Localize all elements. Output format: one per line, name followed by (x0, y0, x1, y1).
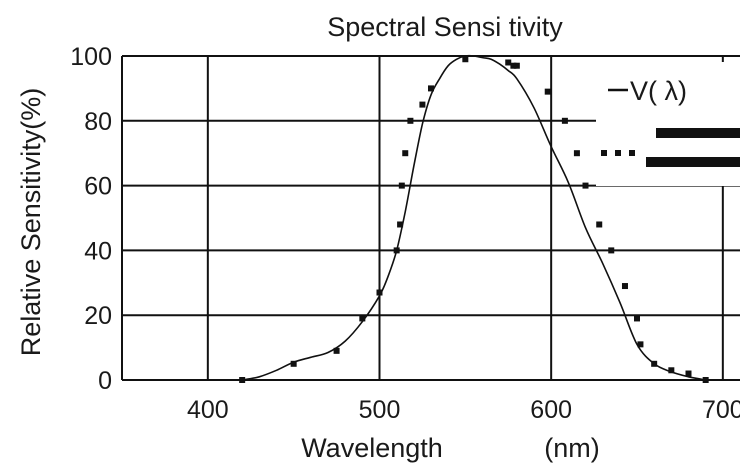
dotted-series-point-3 (359, 315, 366, 322)
y-tick-80: 80 (84, 108, 112, 136)
dotted-series-point-5 (393, 247, 400, 254)
y-tick-60: 60 (84, 173, 112, 201)
dotted-series-point-1 (290, 360, 297, 367)
x-tick-500: 500 (359, 396, 401, 424)
y-tick-0: 0 (98, 367, 112, 395)
dotted-series-point-24 (637, 341, 644, 348)
x-tick-400: 400 (187, 396, 229, 424)
dotted-series-point-9 (407, 117, 414, 124)
chart-title: Spectral Sensi tivity (327, 12, 563, 42)
legend-dot-2 (615, 150, 621, 156)
dotted-series-point-11 (428, 85, 434, 92)
dotted-series-point-12 (462, 56, 469, 63)
dotted-series-point-23 (634, 315, 640, 322)
series-line-v-lambda (242, 54, 706, 381)
y-tick-labels: 0 20 40 60 80 100 (70, 43, 112, 395)
dotted-series-point-8 (402, 150, 409, 157)
dotted-series-point-15 (513, 62, 520, 69)
dotted-series-point-18 (573, 150, 580, 157)
dotted-series-point-13 (505, 59, 512, 66)
y-tick-20: 20 (84, 302, 112, 330)
x-tick-700: 700 (702, 396, 740, 424)
legend-dotted-swatch (601, 150, 635, 156)
dotted-series-point-10 (419, 101, 426, 108)
dotted-series-point-19 (582, 182, 589, 189)
y-tick-100: 100 (70, 43, 112, 71)
dotted-series-point-2 (333, 347, 340, 354)
dotted-series-point-27 (685, 370, 692, 377)
legend: V( λ) (596, 62, 740, 186)
x-axis-unit: (nm) (544, 433, 600, 463)
dotted-series-point-14 (510, 62, 517, 69)
dotted-series-point-4 (376, 289, 383, 296)
dotted-series-point-17 (561, 117, 568, 124)
dotted-series-point-16 (544, 88, 551, 95)
dotted-series-point-21 (608, 247, 615, 254)
dotted-series-point-6 (397, 221, 404, 228)
x-tick-labels: 400 500 600 700 (187, 396, 740, 424)
dotted-series-point-25 (651, 360, 658, 367)
legend-dot-1 (601, 150, 607, 156)
y-axis-label: Relative Sensitivity(%) (16, 88, 46, 357)
dotted-series-point-7 (398, 182, 405, 189)
dotted-series-point-0 (239, 377, 246, 383)
dotted-series-point-28 (702, 377, 709, 383)
series-layer (239, 54, 709, 383)
plot-grid (121, 55, 740, 381)
dotted-series-point-20 (596, 221, 603, 228)
x-tick-600: 600 (530, 396, 572, 424)
dotted-series-point-22 (621, 283, 628, 290)
legend-bar-upper (656, 128, 740, 138)
legend-label-v-lambda: V( λ) (630, 76, 687, 106)
legend-dot-3 (629, 150, 635, 156)
legend-bar-lower (646, 157, 740, 167)
x-axis-label: Wavelength (301, 433, 443, 463)
y-tick-40: 40 (84, 237, 112, 265)
dotted-series-point-26 (668, 367, 675, 374)
